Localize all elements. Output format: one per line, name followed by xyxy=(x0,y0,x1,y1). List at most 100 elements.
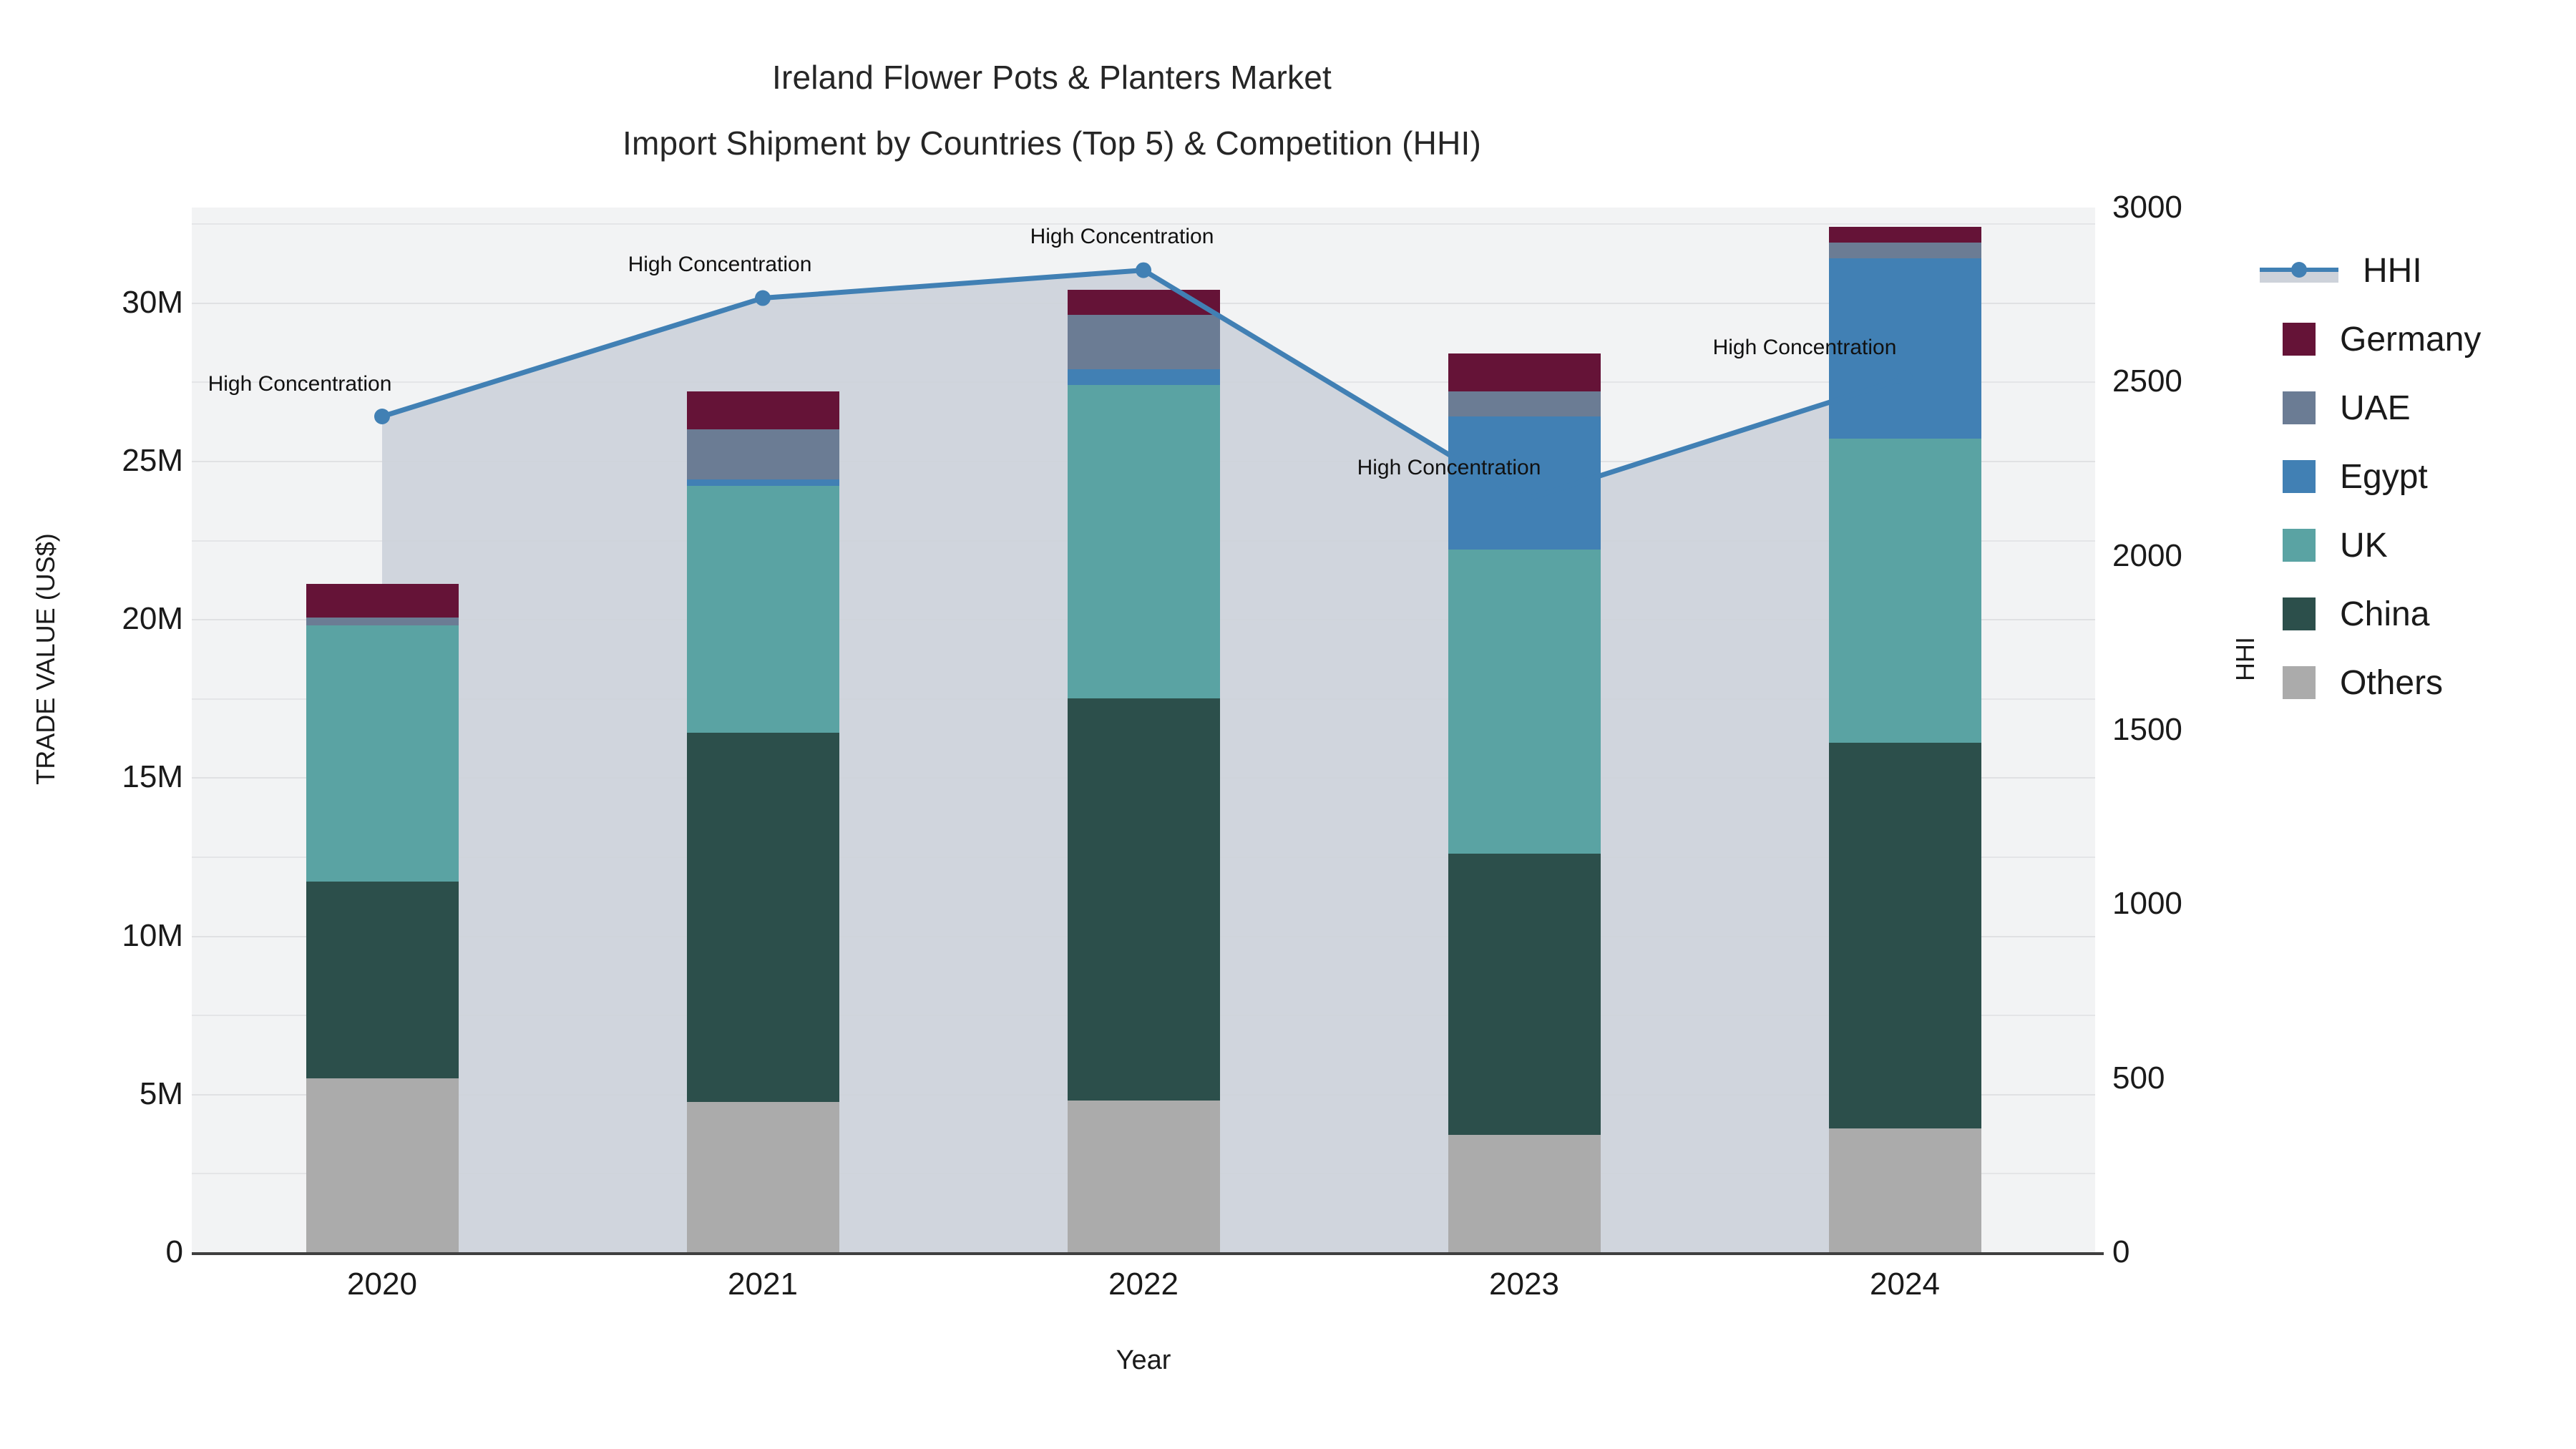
y-axis-left-tick: 10M xyxy=(122,917,183,953)
x-axis-tick-2024: 2024 xyxy=(1870,1267,1940,1302)
line-marker-icon xyxy=(2260,254,2338,287)
y-axis-left-tick: 15M xyxy=(122,759,183,795)
bar-segment-germany-2023[interactable] xyxy=(1448,353,1601,391)
annotation-high-concentration-2021: High Concentration xyxy=(628,252,812,276)
bar-segment-others-2022[interactable] xyxy=(1067,1100,1220,1252)
y-axis-left-tick: 5M xyxy=(139,1075,183,1111)
legend-item-label: Germany xyxy=(2340,320,2482,358)
bar-segment-china-2022[interactable] xyxy=(1067,698,1220,1101)
y-axis-right-tick: 2500 xyxy=(2112,364,2182,399)
bar-segment-uk-2020[interactable] xyxy=(306,625,459,882)
y-axis-left: 0 5M 10M 15M 20M 25M 30M xyxy=(0,0,185,1449)
bar-segment-germany-2020[interactable] xyxy=(306,584,459,618)
hhi-point-2021[interactable] xyxy=(755,290,771,306)
bar-segment-uae-2024[interactable] xyxy=(1828,242,1981,258)
bar-segment-egypt-2021[interactable] xyxy=(686,479,839,487)
x-axis-tick-2023: 2023 xyxy=(1489,1267,1559,1302)
y-axis-left-tick: 0 xyxy=(165,1234,183,1269)
chart-title-line-1: Ireland Flower Pots & Planters Market xyxy=(771,59,1332,96)
legend-item-label: HHI xyxy=(2363,251,2422,290)
bar-segment-germany-2024[interactable] xyxy=(1828,226,1981,243)
chart-title: Ireland Flower Pots & Planters Market Im… xyxy=(0,44,2104,176)
bar-segment-uk-2021[interactable] xyxy=(686,486,839,733)
bar-segment-egypt-2024[interactable] xyxy=(1828,258,1981,439)
hhi-point-2020[interactable] xyxy=(374,409,390,424)
gridline xyxy=(192,223,2095,225)
legend-item-uk[interactable]: UK xyxy=(2283,511,2569,580)
hhi-point-2024[interactable] xyxy=(1897,370,1913,386)
x-axis-line xyxy=(192,1252,2104,1255)
bar-segment-uae-2020[interactable] xyxy=(306,617,459,625)
bar-segment-uk-2022[interactable] xyxy=(1067,384,1220,698)
bar-segment-china-2023[interactable] xyxy=(1448,853,1601,1136)
chart-title-line-2: Import Shipment by Countries (Top 5) & C… xyxy=(623,125,1481,162)
color-swatch-icon xyxy=(2283,460,2316,493)
legend-item-germany[interactable]: Germany xyxy=(2283,305,2569,374)
bar-segment-egypt-2022[interactable] xyxy=(1067,369,1220,385)
color-swatch-icon xyxy=(2283,597,2316,630)
x-axis-tick-2022: 2022 xyxy=(1108,1267,1179,1302)
bar-2023[interactable] xyxy=(1448,208,1601,1252)
color-swatch-icon xyxy=(2283,323,2316,356)
legend-item-label: UK xyxy=(2340,526,2388,565)
hhi-point-2022[interactable] xyxy=(1136,262,1151,278)
bar-2020[interactable] xyxy=(306,208,459,1252)
color-swatch-icon xyxy=(2283,529,2316,562)
y-axis-right-title-wrap: HHI xyxy=(2230,0,2260,1449)
y-axis-right: 0 500 1000 1500 2000 2500 3000 xyxy=(2112,0,2327,1449)
bar-segment-uk-2023[interactable] xyxy=(1448,549,1601,854)
legend-item-china[interactable]: China xyxy=(2283,580,2569,648)
y-axis-left-title-wrap: TRADE VALUE (US$) xyxy=(26,0,60,1449)
annotation-high-concentration-2020: High Concentration xyxy=(208,372,392,396)
x-axis-tick-2020: 2020 xyxy=(347,1267,417,1302)
y-axis-right-tick: 0 xyxy=(2112,1234,2130,1269)
legend-marker-dot xyxy=(2291,262,2307,278)
bar-segment-others-2021[interactable] xyxy=(686,1101,839,1252)
legend-item-uae[interactable]: UAE xyxy=(2283,374,2569,442)
y-axis-right-tick: 3000 xyxy=(2112,190,2182,225)
legend-item-hhi[interactable]: HHI xyxy=(2260,236,2569,305)
y-axis-right-title: HHI xyxy=(2230,637,2260,681)
bar-segment-uk-2024[interactable] xyxy=(1828,438,1981,743)
hhi-line-path xyxy=(381,268,1906,503)
bar-segment-china-2021[interactable] xyxy=(686,733,839,1102)
y-axis-left-title: TRADE VALUE (US$) xyxy=(31,533,60,785)
legend-item-label: China xyxy=(2340,595,2430,633)
bar-segment-china-2024[interactable] xyxy=(1828,742,1981,1129)
legend-item-label: UAE xyxy=(2340,389,2411,427)
bar-segment-china-2020[interactable] xyxy=(306,882,459,1078)
legend-item-egypt[interactable]: Egypt xyxy=(2283,442,2569,511)
annotation-high-concentration-2023: High Concentration xyxy=(1357,455,1541,479)
bar-2022[interactable] xyxy=(1067,208,1220,1252)
x-axis-tick-2021: 2021 xyxy=(728,1267,798,1302)
bar-segment-others-2020[interactable] xyxy=(306,1078,459,1252)
y-axis-right-tick: 2000 xyxy=(2112,537,2182,573)
x-axis-title: Year xyxy=(1116,1345,1171,1375)
legend-item-label: Egypt xyxy=(2340,457,2428,496)
bar-segment-germany-2021[interactable] xyxy=(686,391,839,429)
annotation-high-concentration-2022: High Concentration xyxy=(1030,224,1214,248)
color-swatch-icon xyxy=(2283,391,2316,424)
y-axis-right-tick: 1000 xyxy=(2112,886,2182,922)
hhi-point-2023[interactable] xyxy=(1516,492,1532,508)
bar-segment-others-2024[interactable] xyxy=(1828,1128,1981,1252)
bar-2021[interactable] xyxy=(686,208,839,1252)
y-axis-left-tick: 30M xyxy=(122,284,183,320)
y-axis-left-tick: 25M xyxy=(122,442,183,478)
legend-item-label: Others xyxy=(2340,663,2444,702)
bar-segment-uae-2022[interactable] xyxy=(1067,315,1220,369)
y-axis-right-tick: 1500 xyxy=(2112,712,2182,747)
hhi-line-series[interactable] xyxy=(192,208,2095,1252)
plot-area: High Concentration High Concentration High… xyxy=(192,208,2095,1254)
legend: HHI Germany UAE Egypt UK China Others xyxy=(2260,236,2569,717)
bar-segment-uae-2023[interactable] xyxy=(1448,391,1601,416)
y-axis-left-tick: 20M xyxy=(122,601,183,637)
color-swatch-icon xyxy=(2283,666,2316,699)
y-axis-right-tick: 500 xyxy=(2112,1060,2165,1096)
legend-item-others[interactable]: Others xyxy=(2283,648,2569,717)
bar-segment-others-2023[interactable] xyxy=(1448,1135,1601,1252)
bar-2024[interactable] xyxy=(1828,208,1981,1252)
annotation-high-concentration-2024: High Concentration xyxy=(1712,336,1897,360)
bar-segment-uae-2021[interactable] xyxy=(686,429,839,480)
